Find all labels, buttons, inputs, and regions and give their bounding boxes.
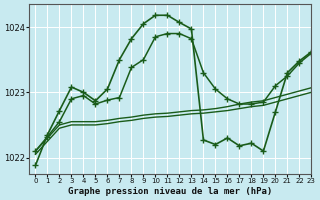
X-axis label: Graphe pression niveau de la mer (hPa): Graphe pression niveau de la mer (hPa): [68, 187, 273, 196]
